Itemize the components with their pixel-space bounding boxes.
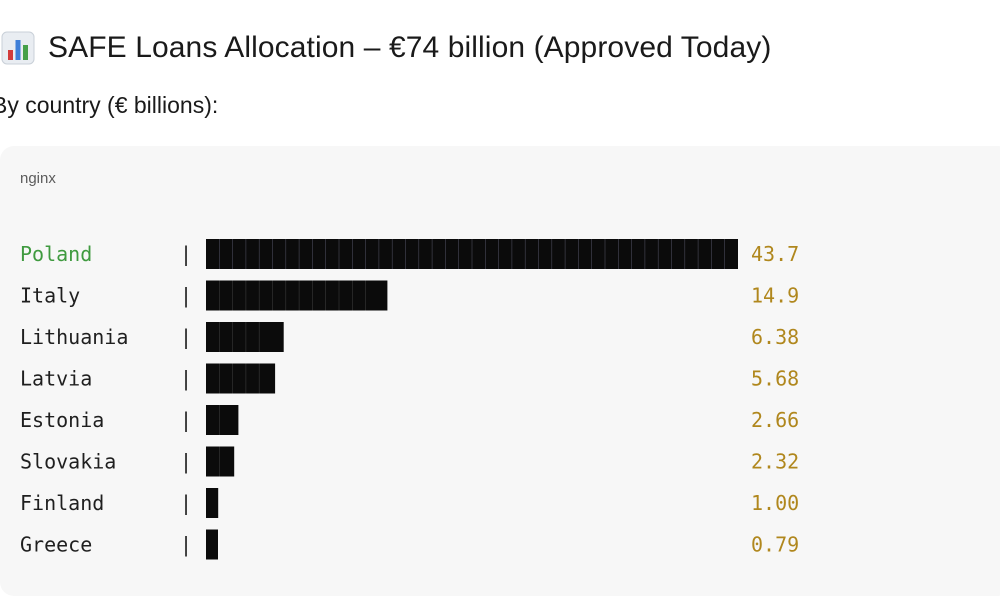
category-label-italy: Italy (20, 284, 80, 308)
category-label-poland: Poland (20, 242, 92, 266)
separator-latvia: | (180, 367, 192, 391)
bar-row-greece: Greece | 0.79 (20, 529, 799, 560)
bar-italy (206, 280, 388, 311)
bar-row-lithuania: Lithuania | 6.38 (20, 322, 799, 352)
bar-chart-emoji-icon (1, 31, 35, 65)
category-label-finland: Finland (20, 491, 104, 515)
bar-lithuania (206, 322, 284, 352)
value-label-greece: 0.79 (751, 533, 799, 557)
title-row: SAFE Loans Allocation – €74 billion (App… (0, 26, 771, 70)
chart-subtitle: By country (€ billions): (0, 92, 219, 118)
separator-italy: | (180, 284, 192, 308)
code-language-label: nginx (20, 170, 56, 187)
separator-lithuania: | (180, 325, 192, 349)
category-label-greece: Greece (20, 533, 92, 557)
bar-row-latvia: Latvia | 5.68 (20, 363, 799, 394)
category-label-lithuania: Lithuania (20, 325, 128, 349)
category-label-estonia: Estonia (20, 408, 104, 432)
separator-finland: | (180, 491, 192, 515)
category-label-latvia: Latvia (20, 367, 92, 391)
separator-slovakia: | (180, 450, 192, 474)
text-bar-chart: Poland | 43.7 Italy | 14.9 Lithuania | 6.38 Latvi… (20, 239, 799, 560)
value-label-lithuania: 6.38 (751, 325, 799, 349)
bar-row-finland: Finland | 1.00 (20, 488, 799, 518)
value-label-poland: 43.7 (751, 242, 799, 266)
bar-greece (206, 529, 218, 560)
code-block: nginx Poland | 43.7 Italy | 14.9 Lithuania | 6.3… (0, 146, 1000, 596)
page-title: SAFE Loans Allocation – €74 billion (App… (48, 31, 772, 64)
value-label-finland: 1.00 (751, 491, 799, 515)
separator-poland: | (180, 242, 192, 266)
separator-greece: | (180, 533, 192, 557)
value-label-slovakia: 2.32 (751, 450, 799, 474)
bar-row-estonia: Estonia | 2.66 (20, 405, 799, 435)
value-label-estonia: 2.66 (751, 408, 799, 432)
separator-estonia: | (180, 408, 192, 432)
bar-row-poland: Poland | 43.7 (20, 239, 799, 269)
bar-slovakia (206, 446, 235, 477)
category-label-slovakia: Slovakia (20, 450, 116, 474)
bar-row-italy: Italy | 14.9 (20, 280, 799, 311)
value-label-latvia: 5.68 (751, 367, 799, 391)
bar-row-slovakia: Slovakia | 2.32 (20, 446, 799, 477)
value-label-italy: 14.9 (751, 284, 799, 308)
bar-finland (206, 488, 219, 518)
bar-estonia (206, 405, 239, 435)
bar-latvia (206, 363, 276, 394)
